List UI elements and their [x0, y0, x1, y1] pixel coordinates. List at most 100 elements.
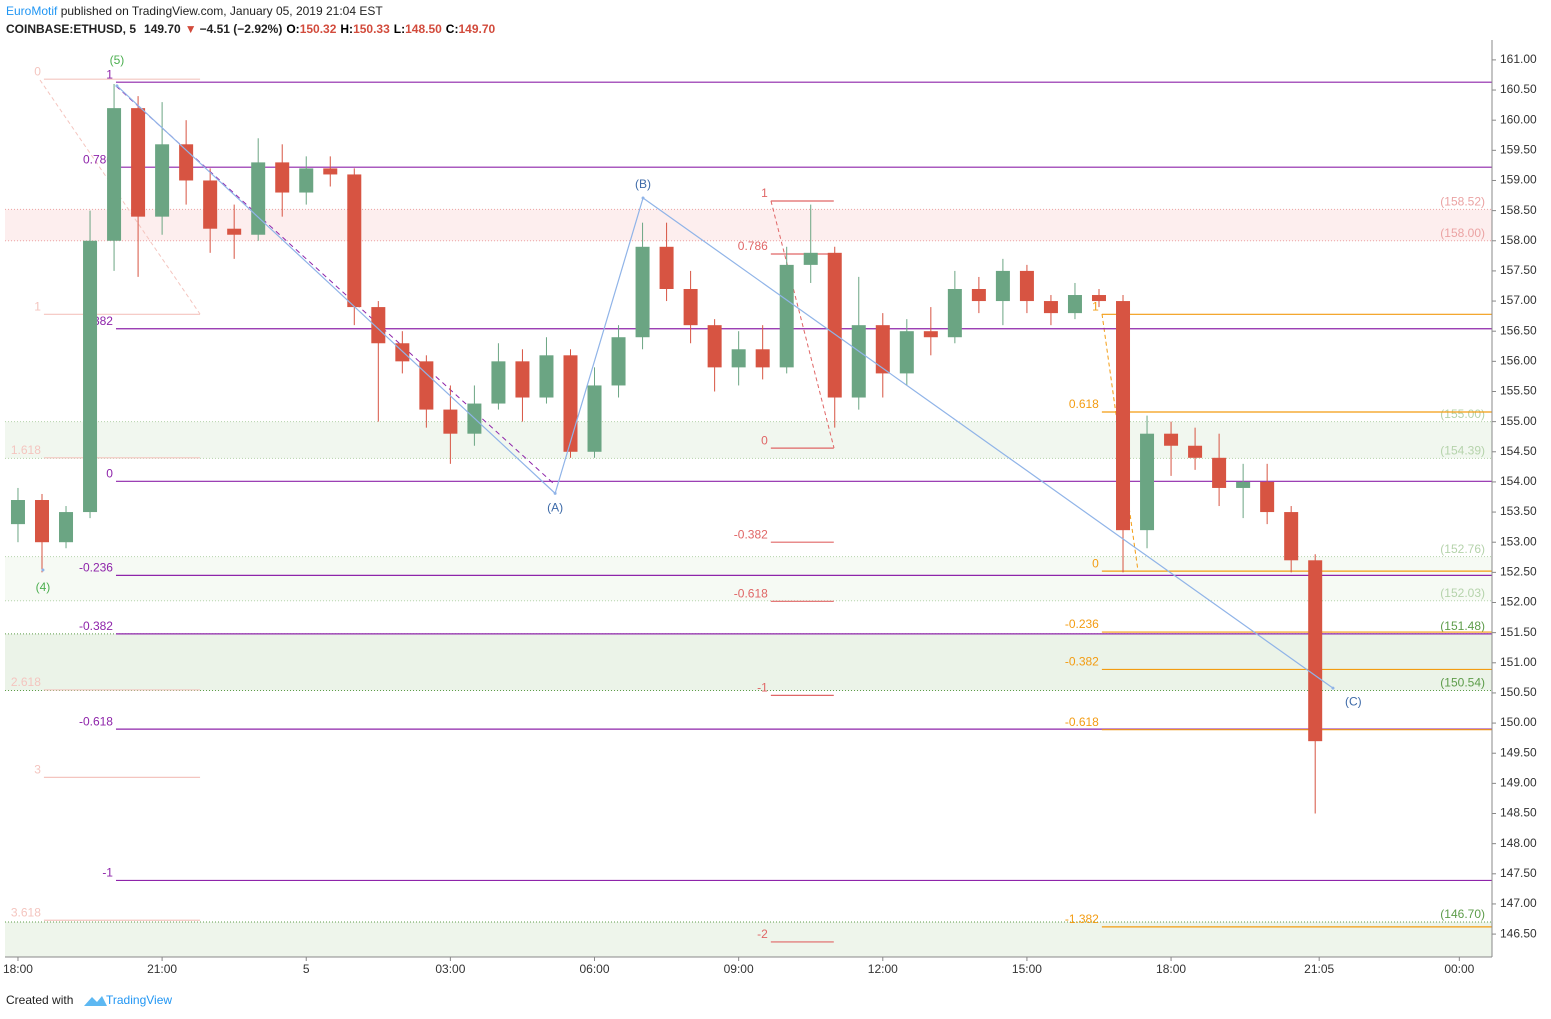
candles — [10, 84, 1323, 814]
y-tick-label: 155.00 — [1500, 414, 1537, 428]
candle-body — [683, 288, 698, 326]
x-tick-label: 18:00 — [1156, 962, 1186, 976]
y-tick-label: 151.00 — [1500, 655, 1537, 669]
candle-body — [1091, 295, 1106, 302]
y-tick-label: 149.50 — [1500, 745, 1537, 759]
y-tick-label: 154.50 — [1500, 444, 1537, 458]
fib-level-label: 0.786 — [738, 239, 768, 253]
fib-level-label: -0.618 — [79, 714, 113, 728]
zone-label: (150.54) — [1440, 676, 1485, 690]
candle-body — [851, 325, 866, 398]
y-tick-label: 156.50 — [1500, 323, 1537, 337]
candle-body — [371, 307, 386, 344]
candle-body — [1284, 512, 1299, 561]
candle-body — [563, 355, 578, 452]
fib-level-label: -0.382 — [79, 619, 113, 633]
x-tick-label: 15:00 — [1012, 962, 1042, 976]
fib-level-label: 1 — [106, 67, 113, 81]
candle-body — [635, 246, 650, 338]
fib-level-label: 3.618 — [11, 905, 41, 919]
candle-body — [34, 500, 49, 543]
published: published on TradingView.com, January 05… — [61, 4, 384, 18]
candle-body — [83, 240, 98, 513]
candle-body — [1212, 457, 1227, 488]
footer-text: Created with — [6, 993, 73, 1007]
fib-level-label: -2 — [757, 927, 768, 941]
y-tick-label: 153.50 — [1500, 504, 1537, 518]
candle-body — [107, 108, 122, 241]
fib-level-label: -0.236 — [79, 561, 113, 575]
candle-body — [443, 409, 458, 434]
y-tick-label: 160.50 — [1500, 82, 1537, 96]
fib-level-label: -0.236 — [1065, 617, 1099, 631]
tradingview-logo — [84, 996, 107, 1006]
candle-body — [587, 385, 602, 452]
o-value: 150.32 — [300, 22, 337, 36]
wave-point — [641, 196, 645, 200]
wave-point — [41, 568, 45, 572]
candle-body — [131, 108, 146, 217]
candle-body — [347, 174, 362, 308]
y-tick-label: 160.00 — [1500, 112, 1537, 126]
y-tick-label: 148.00 — [1500, 836, 1537, 850]
fib-level-label: 0 — [106, 466, 113, 480]
author[interactable]: EuroMotif — [6, 4, 58, 18]
fib-level-label: 0.618 — [1069, 397, 1099, 411]
price-zone — [5, 922, 1492, 957]
price-zone — [5, 209, 1492, 241]
candle-body — [1188, 445, 1203, 458]
candle-body — [227, 228, 242, 235]
y-tick-label: 150.00 — [1500, 715, 1537, 729]
zone-label: (155.00) — [1440, 407, 1485, 421]
y-tick-label: 158.00 — [1500, 233, 1537, 247]
candle-body — [10, 500, 25, 525]
fib-level-label: 1 — [34, 299, 41, 313]
y-tick-label: 155.50 — [1500, 384, 1537, 398]
fib-level-label: -0.618 — [1065, 715, 1099, 729]
wave-point — [553, 491, 557, 495]
fib-level-label: -0.618 — [734, 586, 768, 600]
candle-body — [779, 264, 794, 368]
y-tick-label: 158.50 — [1500, 203, 1537, 217]
x-tick-label: 09:00 — [724, 962, 754, 976]
fib-level-label: -0.382 — [734, 527, 768, 541]
x-tick-label: 21:00 — [147, 962, 177, 976]
candle-body — [1116, 301, 1131, 531]
fib-level-label: -1 — [102, 866, 113, 880]
fib-level-label: 1 — [761, 186, 768, 200]
candle-body — [251, 162, 266, 235]
candle-body — [299, 168, 314, 193]
down-arrow: ▼ — [185, 22, 197, 36]
axes: 146.50 147.00 147.50 148.00 148.50 149.00 149.… — [3, 52, 1537, 976]
x-tick-label: 5 — [303, 962, 310, 976]
candle-body — [947, 288, 962, 338]
candle-body — [659, 246, 674, 289]
candle-body — [731, 349, 746, 368]
candle-body — [491, 361, 506, 404]
wave-label: (B) — [635, 177, 651, 191]
fibs: 011.6182.61833.61810.7860.3820-0.236-0.3… — [11, 64, 1492, 943]
y-tick-label: 151.50 — [1500, 625, 1537, 639]
footer-brand[interactable]: TradingView — [106, 993, 172, 1007]
candle-body — [827, 252, 842, 398]
x-tick-label: 18:00 — [3, 962, 33, 976]
candle-body — [875, 325, 890, 374]
y-tick-label: 146.50 — [1500, 926, 1537, 940]
candle-body — [1140, 433, 1155, 531]
y-tick-label: 154.00 — [1500, 474, 1537, 488]
y-tick-label: 161.00 — [1500, 52, 1537, 66]
wave-label: (4) — [36, 580, 51, 594]
x-tick-label: 21:05 — [1304, 962, 1334, 976]
y-tick-label: 159.00 — [1500, 173, 1537, 187]
candle-body — [515, 361, 530, 398]
zone-label: (152.76) — [1440, 542, 1485, 556]
y-tick-label: 153.00 — [1500, 534, 1537, 548]
zones: (158.52) (158.00) (155.00) (154.39) (152.76)… — [5, 195, 1492, 957]
candle-body — [995, 270, 1010, 302]
fib-level-label: 2.618 — [11, 675, 41, 689]
l-key: L: — [394, 22, 405, 36]
waves: (4) (5) (A) (B) (C) — [36, 53, 1362, 708]
fib-trend — [770, 200, 835, 449]
wave-point — [1331, 686, 1335, 690]
